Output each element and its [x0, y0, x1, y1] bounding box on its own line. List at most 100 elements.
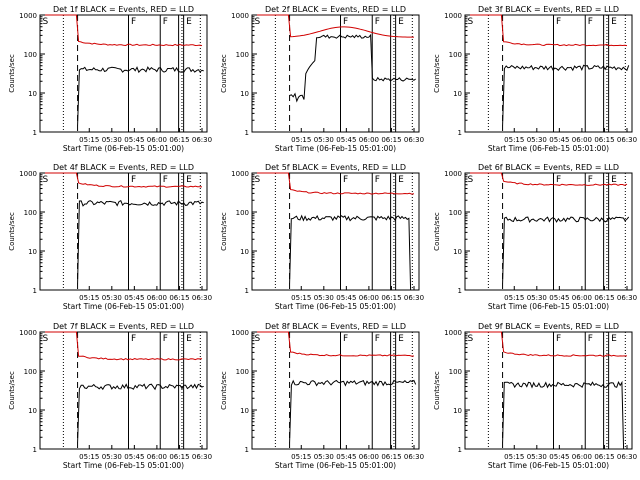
plot-frame [39, 331, 208, 450]
plot-frame [39, 172, 208, 291]
event-marker-label: F [131, 334, 136, 344]
x-tick-label: 05:45 [336, 453, 356, 461]
panel-title: Det 8f BLACK = Events, RED = LLD [265, 322, 406, 331]
panel-det-1: Det 1f BLACK = Events, RED = LLD 1 10 100 10… [8, 5, 212, 153]
y-tick-label: 100 [236, 368, 249, 376]
event-marker-label: S [255, 17, 261, 27]
x-tick-label: 05:30 [102, 294, 122, 302]
x-axis-label: Start Time (06-Feb-15 05:01:00) [275, 302, 396, 311]
y-tick-label: 10 [240, 248, 249, 256]
panel-title: Det 3f BLACK = Events, RED = LLD [478, 5, 619, 14]
event-marker-label: S [255, 334, 261, 344]
y-tick-label: 100 [24, 51, 37, 59]
event-marker-label: F [588, 334, 593, 344]
x-tick-label: 06:00 [572, 294, 592, 302]
x-tick-label: 05:30 [102, 136, 122, 144]
x-tick-label: 06:00 [572, 136, 592, 144]
plot-frame [464, 14, 633, 133]
y-tick-label: 10 [453, 90, 462, 98]
x-axis-label: Start Time (06-Feb-15 05:01:00) [275, 461, 396, 470]
lld-series-line [257, 331, 415, 357]
event-marker-label: F [375, 175, 380, 185]
panel-title: Det 4f BLACK = Events, RED = LLD [53, 163, 194, 172]
x-tick-label: 06:30 [617, 136, 637, 144]
y-tick-label: 1 [458, 446, 462, 454]
events-series-line [502, 216, 630, 284]
x-tick-label: 05:45 [124, 453, 144, 461]
panel-title: Det 2f BLACK = Events, RED = LLD [265, 5, 406, 14]
event-marker-label: F [163, 334, 168, 344]
x-tick-label: 05:30 [314, 294, 334, 302]
panel-title: Det 9f BLACK = Events, RED = LLD [478, 322, 619, 331]
y-axis-label: Counts/sec [433, 212, 441, 251]
x-axis-label: Start Time (06-Feb-15 05:01:00) [63, 302, 184, 311]
y-axis-label: Counts/sec [220, 212, 228, 251]
y-tick-label: 10 [453, 407, 462, 415]
plot-frame [251, 14, 420, 133]
event-marker-label: S [43, 17, 49, 27]
y-tick-label: 1000 [19, 329, 37, 337]
lld-series-line [45, 331, 203, 361]
x-tick-label: 06:30 [404, 453, 424, 461]
x-tick-label: 05:15 [504, 294, 524, 302]
plot-frame [251, 331, 420, 450]
y-tick-label: 10 [28, 248, 37, 256]
panel-det-3: Det 3f BLACK = Events, RED = LLD 1 10 100 10… [433, 5, 637, 153]
x-tick-label: 06:30 [192, 294, 212, 302]
x-tick-label: 06:30 [192, 136, 212, 144]
event-marker-label: F [588, 17, 593, 27]
y-axis-label: Counts/sec [8, 54, 16, 93]
x-tick-label: 06:00 [147, 136, 167, 144]
x-tick-label: 06:00 [359, 136, 379, 144]
event-marker-label: S [43, 175, 49, 185]
panel-det-5: Det 5f BLACK = Events, RED = LLD 1 10 100 10… [220, 163, 424, 311]
x-tick-label: 05:15 [79, 294, 99, 302]
y-tick-label: 100 [449, 209, 462, 217]
panel-title: Det 1f BLACK = Events, RED = LLD [53, 5, 194, 14]
lld-series-line [470, 331, 627, 357]
plot-frame [464, 331, 633, 450]
x-tick-label: 05:45 [124, 294, 144, 302]
event-marker-label: F [131, 17, 136, 27]
x-tick-label: 05:30 [527, 136, 547, 144]
x-tick-label: 05:30 [314, 453, 334, 461]
y-tick-label: 1 [245, 446, 249, 454]
event-marker-label: F [163, 17, 168, 27]
y-tick-label: 1000 [231, 329, 249, 337]
x-tick-label: 06:00 [147, 294, 167, 302]
x-tick-label: 05:15 [79, 453, 99, 461]
y-tick-label: 100 [24, 209, 37, 217]
y-tick-label: 100 [24, 368, 37, 376]
x-tick-label: 06:15 [594, 136, 614, 144]
x-tick-label: 05:15 [291, 453, 311, 461]
x-tick-label: 06:15 [381, 294, 401, 302]
event-marker-label: E [611, 334, 617, 344]
panel-title: Det 5f BLACK = Events, RED = LLD [265, 163, 406, 172]
events-series-line [289, 33, 416, 103]
event-marker-label: E [611, 17, 617, 27]
x-axis-label: Start Time (06-Feb-15 05:01:00) [488, 461, 609, 470]
event-marker-label: S [255, 175, 261, 185]
x-tick-label: 05:15 [291, 294, 311, 302]
panel-det-6: Det 6f BLACK = Events, RED = LLD 1 10 100 10… [433, 163, 637, 311]
x-tick-label: 05:15 [291, 136, 311, 144]
y-tick-label: 10 [453, 248, 462, 256]
x-tick-label: 05:30 [314, 136, 334, 144]
lld-series-line [257, 172, 415, 195]
x-tick-label: 06:15 [169, 136, 189, 144]
x-tick-label: 06:15 [381, 136, 401, 144]
event-marker-label: S [43, 334, 49, 344]
panel-det-4: Det 4f BLACK = Events, RED = LLD 1 10 100 10… [8, 163, 212, 311]
x-tick-label: 05:45 [336, 294, 356, 302]
y-tick-label: 10 [240, 90, 249, 98]
x-tick-label: 05:30 [102, 453, 122, 461]
event-marker-label: F [375, 17, 380, 27]
event-marker-label: F [556, 334, 561, 344]
x-tick-label: 06:15 [169, 453, 189, 461]
events-series-line [289, 379, 417, 443]
x-tick-label: 05:30 [527, 453, 547, 461]
y-tick-label: 1000 [444, 170, 462, 178]
y-tick-label: 1 [33, 446, 37, 454]
event-marker-label: F [375, 334, 380, 344]
